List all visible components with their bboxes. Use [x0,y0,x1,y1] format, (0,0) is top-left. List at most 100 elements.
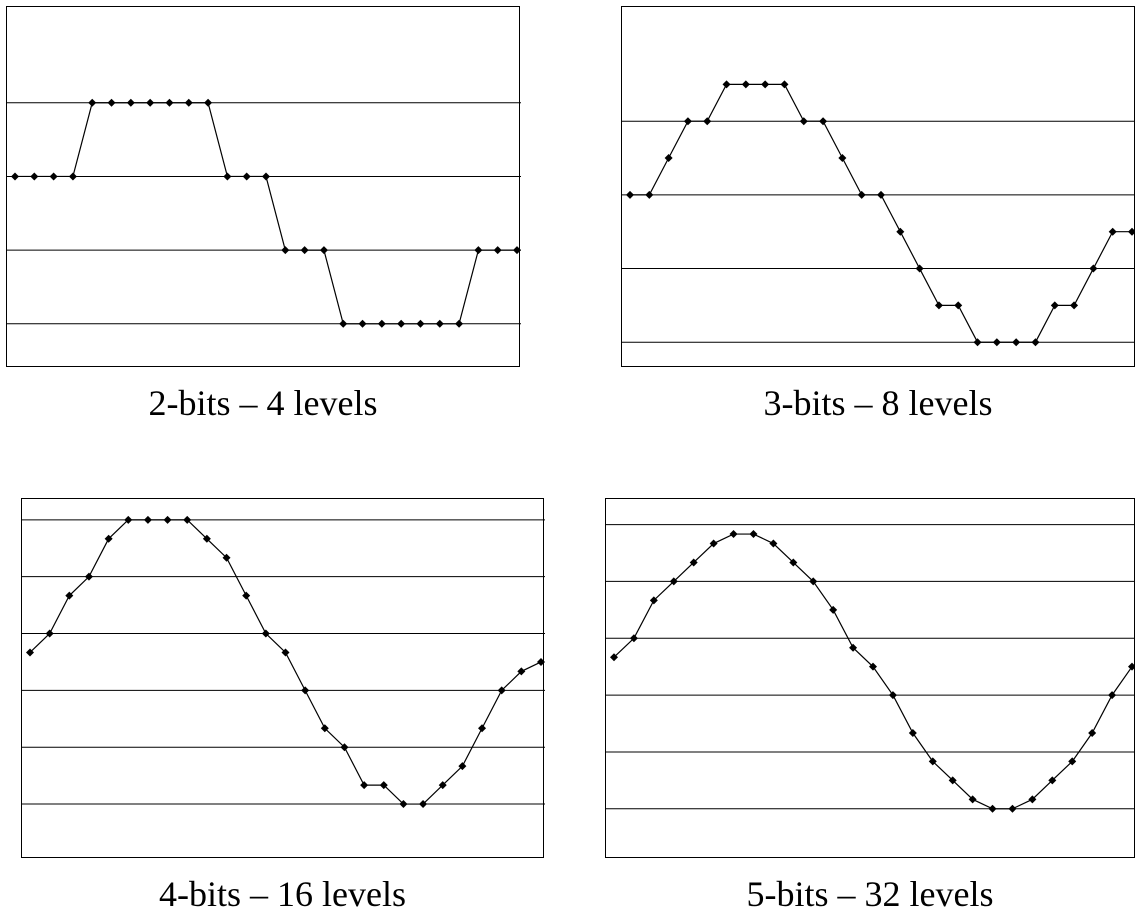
data-point [1070,301,1079,310]
data-point [857,190,866,199]
data-point [749,530,758,539]
data-point [954,301,963,310]
data-point [163,515,172,524]
data-point [300,246,309,255]
chart-caption-4bit: 4-bits – 16 levels [159,874,406,914]
chart-caption-3bit: 3-bits – 8 levels [763,383,993,423]
data-point [340,743,349,752]
data-point [626,190,634,199]
data-point [30,172,39,181]
data-point [948,776,957,785]
data-point [1088,729,1097,737]
data-point [242,172,251,181]
plot-area-4bit [21,498,545,858]
data-point [973,338,982,347]
data-point [107,98,116,107]
data-point [645,190,654,199]
data-point [1128,662,1135,671]
data-point [799,117,808,126]
data-point [761,80,770,89]
data-point [26,648,34,657]
data-point [915,264,924,273]
data-point [610,653,618,662]
data-point [1050,301,1059,310]
chart-caption-2bit: 2-bits – 4 levels [148,383,378,423]
data-point [202,534,211,543]
data-point [242,591,251,600]
data-point [49,172,58,181]
data-point [513,246,521,255]
data-point [703,117,712,126]
data-point [709,539,718,548]
data-point [319,246,328,255]
data-point [419,800,428,809]
chart-svg-3bit [622,80,1135,347]
data-point [68,172,77,181]
data-point [769,539,778,548]
data-point [126,98,135,107]
plot-area-3bit [621,6,1135,367]
data-point [143,515,152,524]
plot-area-5bit [605,498,1135,858]
series-line [613,533,1133,810]
data-point [1012,338,1021,347]
data-point [281,246,290,255]
data-point [301,686,310,695]
data-point [1048,776,1057,785]
data-point [934,301,943,310]
data-point [281,648,290,657]
data-point [339,319,348,328]
data-point [88,98,97,107]
data-point [908,729,917,737]
data-point [849,643,858,652]
data-point [124,515,133,524]
data-point [497,686,506,695]
data-point [1008,804,1017,813]
data-point [435,319,444,328]
data-point [222,553,231,562]
data-point [65,591,74,600]
series-line [29,519,542,805]
chart-svg-2bit [7,98,521,328]
data-point [1128,227,1135,236]
data-point [399,800,408,809]
data-point [1028,795,1037,804]
data-point [204,98,213,107]
data-point [1031,338,1040,347]
data-point [809,577,818,586]
data-point [888,691,897,700]
data-point [455,319,464,328]
data-point [729,530,738,539]
data-point [84,572,93,581]
data-point [780,80,789,89]
data-point [789,558,798,567]
data-point [1068,757,1077,766]
chart-svg-4bit [22,515,545,809]
data-point [397,319,406,328]
data-point [649,596,658,605]
data-point [896,227,905,236]
data-point [741,80,750,89]
data-point [223,172,232,181]
data-point [358,319,367,328]
data-point [416,319,425,328]
data-point [478,724,487,733]
data-point [968,795,977,804]
chart-svg-5bit [606,524,1135,813]
data-point [992,338,1001,347]
data-point [104,534,113,543]
data-point [683,117,692,126]
data-point [11,172,19,181]
data-point [377,319,386,328]
data-point [1089,264,1098,273]
series-line [15,102,517,325]
data-point [165,98,174,107]
data-point [493,246,502,255]
data-point [722,80,731,89]
data-point [184,98,193,107]
data-point [320,724,329,733]
data-point [988,804,997,813]
data-point [664,154,673,163]
data-point [537,657,545,666]
data-point [379,781,388,790]
